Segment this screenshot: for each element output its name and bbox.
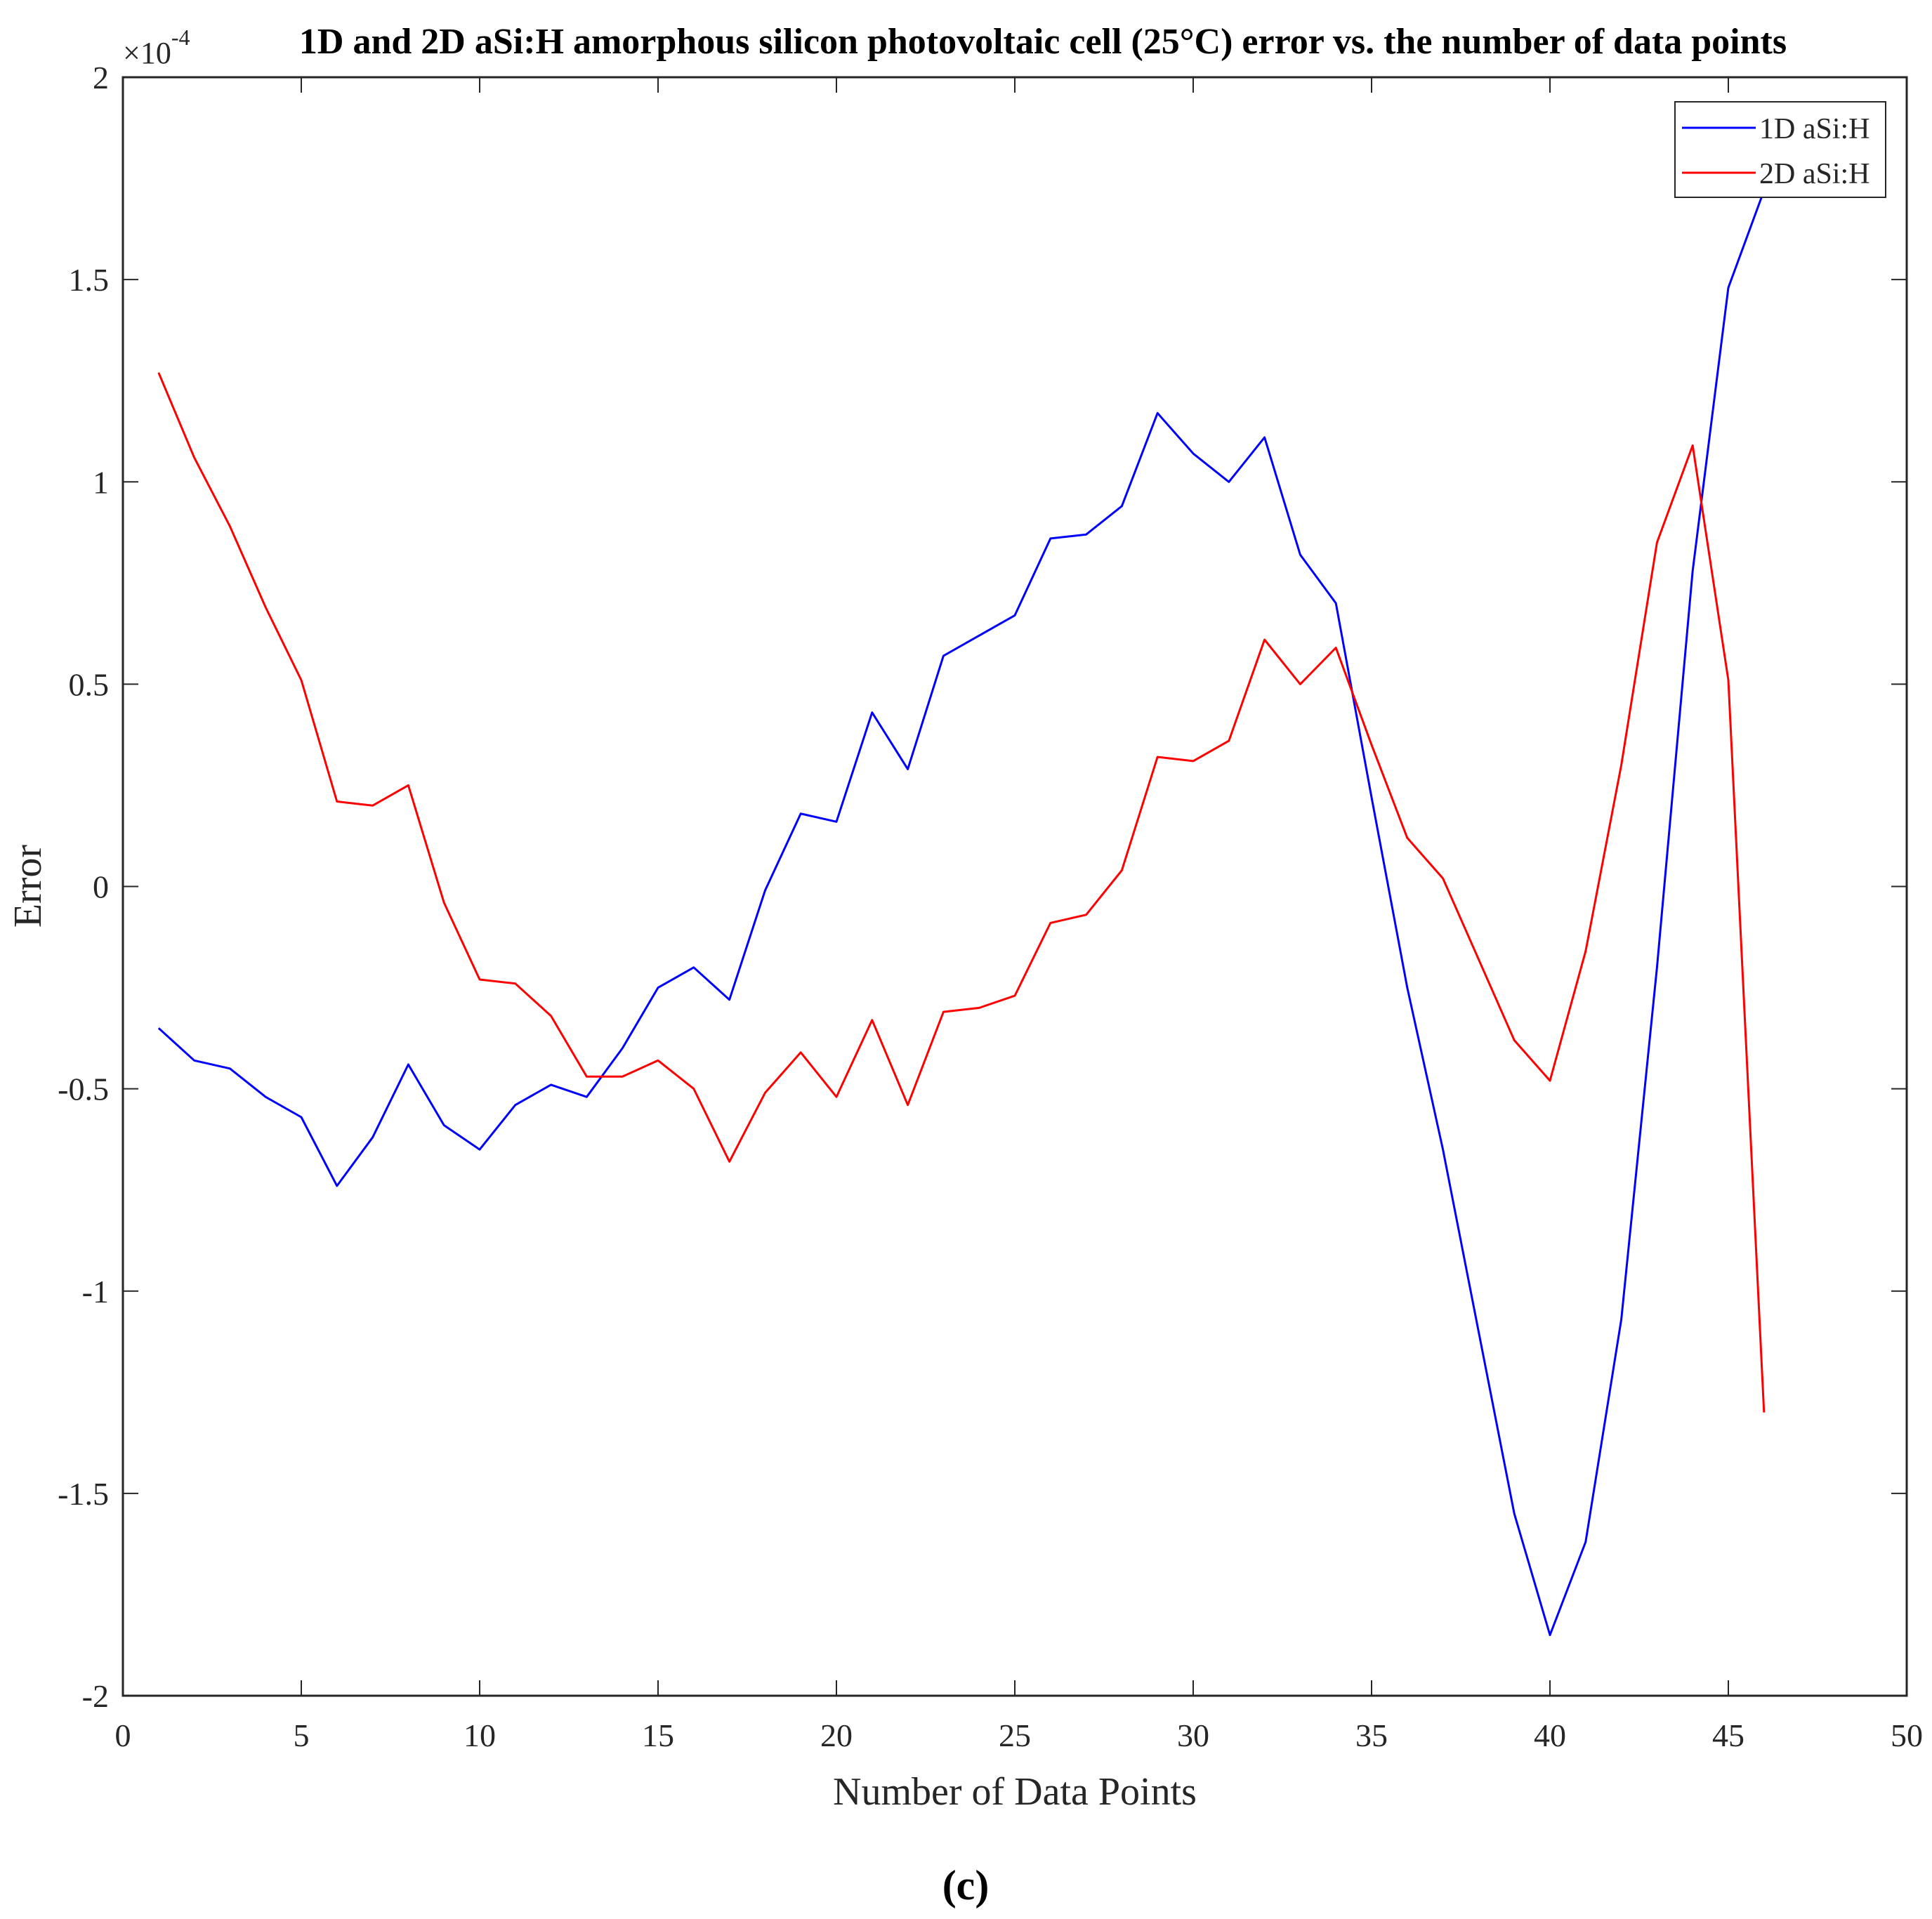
y-tick-label: -2 xyxy=(82,1678,109,1714)
legend-box xyxy=(1674,101,1886,198)
legend: 1D aSi:H 2D aSi:H xyxy=(1674,101,1886,198)
x-tick-label: 0 xyxy=(115,1717,131,1753)
y-tick-label: 0 xyxy=(93,869,109,905)
y-exponent-label: ×10-4 xyxy=(123,25,190,70)
chart-title: 1D and 2D aSi:H amorphous silicon photov… xyxy=(299,22,1787,62)
y-axis-label: Error xyxy=(6,845,50,928)
figure-caption: (c) xyxy=(942,1862,990,1908)
series-layer xyxy=(157,190,1766,1637)
x-tick-label: 15 xyxy=(642,1717,674,1753)
x-axis: 0 5 10 15 20 25 30 35 40 45 50 xyxy=(115,77,1923,1753)
x-tick-label: 40 xyxy=(1534,1717,1566,1753)
x-tick-label: 30 xyxy=(1177,1717,1209,1753)
series-line-1d xyxy=(157,190,1766,1637)
y-tick-label: -1 xyxy=(82,1274,109,1310)
series-line-2d xyxy=(157,372,1766,1413)
y-tick-label: 2 xyxy=(93,60,109,95)
plot-area xyxy=(121,76,1908,1697)
y-tick-label: -0.5 xyxy=(58,1071,109,1107)
x-tick-label: 10 xyxy=(464,1717,496,1753)
x-tick-label: 35 xyxy=(1355,1717,1388,1753)
x-tick-label: 25 xyxy=(999,1717,1031,1753)
y-tick-label: 1.5 xyxy=(69,262,110,298)
x-tick-label: 50 xyxy=(1891,1717,1923,1753)
x-tick-label: 5 xyxy=(294,1717,310,1753)
x-tick-label: 45 xyxy=(1712,1717,1744,1753)
y-tick-label: 0.5 xyxy=(69,666,110,702)
x-axis-label: Number of Data Points xyxy=(833,1770,1197,1814)
y-axis: -2 -1.5 -1 -0.5 0 0.5 1 1.5 2 xyxy=(58,60,1907,1714)
legend-label-2d: 2D aSi:H xyxy=(1759,158,1870,190)
y-tick-label: 1 xyxy=(93,464,109,500)
legend-label-1d: 1D aSi:H xyxy=(1759,113,1870,145)
plot-background xyxy=(123,77,1907,1696)
x-tick-label: 20 xyxy=(820,1717,853,1753)
y-tick-label: -1.5 xyxy=(58,1476,109,1512)
